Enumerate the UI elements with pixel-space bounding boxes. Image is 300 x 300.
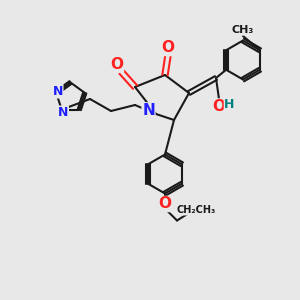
Text: H: H	[224, 98, 235, 111]
Text: O: O	[110, 57, 124, 72]
Text: N: N	[58, 106, 68, 119]
Text: O: O	[212, 99, 226, 114]
Text: CH₃: CH₃	[232, 25, 254, 35]
Text: O: O	[161, 40, 175, 56]
Text: O: O	[158, 196, 172, 211]
Text: N: N	[52, 85, 63, 98]
Text: CH₂CH₃: CH₂CH₃	[177, 205, 216, 215]
Text: N: N	[142, 103, 155, 118]
